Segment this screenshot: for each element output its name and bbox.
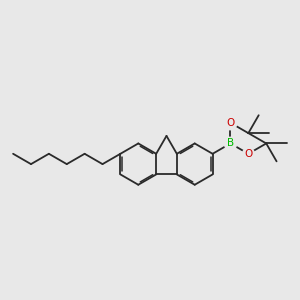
Text: B: B (227, 139, 234, 148)
Text: O: O (244, 149, 253, 159)
Text: O: O (226, 118, 235, 128)
